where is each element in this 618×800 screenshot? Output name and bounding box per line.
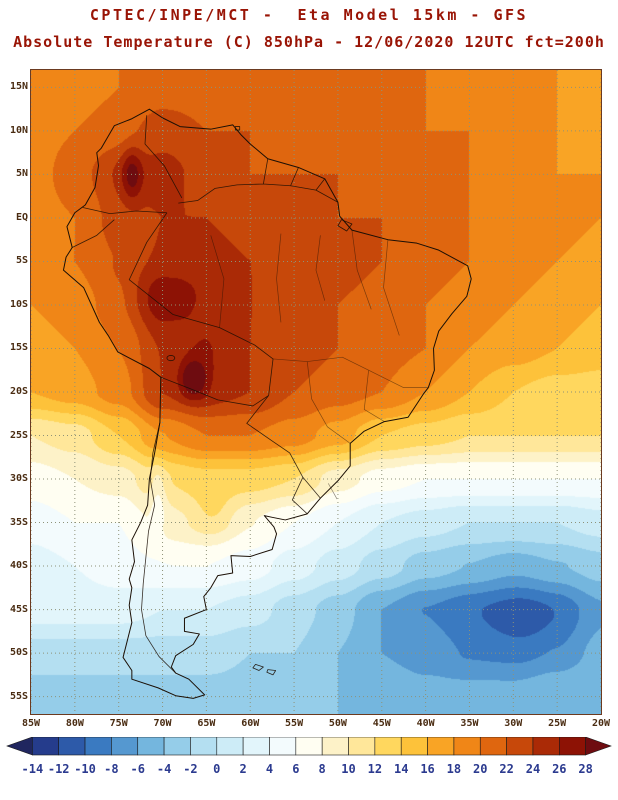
lon-tick-label: 65W: [197, 718, 216, 729]
lat-tick-label: 55S: [9, 690, 28, 702]
colorbar-tick-label: -4: [157, 762, 171, 776]
colorbar-segment: [559, 737, 586, 756]
colorbar-segment: [532, 737, 560, 756]
colorbar-tick-label: 22: [499, 762, 513, 776]
lon-tick-label: 45W: [372, 718, 391, 729]
colorbar-tick-label: -8: [104, 762, 118, 776]
lat-tick-label: 10S: [9, 298, 28, 310]
colorbar-tick-label: 24: [526, 762, 540, 776]
lon-tick-label: 35W: [460, 718, 479, 729]
colorbar-tick-label: 4: [266, 762, 273, 776]
colorbar-segment: [506, 737, 534, 756]
lat-tick-label: 40S: [9, 560, 28, 572]
lat-tick-label: 30S: [9, 473, 28, 485]
islands: [167, 127, 352, 675]
lon-tick-label: 60W: [241, 718, 260, 729]
colorbar-tick-label: 26: [552, 762, 566, 776]
lat-tick-label: 35S: [9, 516, 28, 528]
colorbar-segment: [190, 737, 218, 756]
lat-tick-label: 5N: [15, 168, 28, 180]
colorbar-tick-label: 6: [292, 762, 299, 776]
colorbar-tick-label: 14: [394, 762, 408, 776]
colorbar-tick-label: -10: [74, 762, 96, 776]
lon-tick-label: 75W: [109, 718, 128, 729]
colorbar-tick-label: 20: [473, 762, 487, 776]
colorbar-segment: [137, 737, 165, 756]
graticule-svg: [31, 70, 601, 714]
colorbar-tick-label: -12: [48, 762, 70, 776]
lon-tick-label: 85W: [21, 718, 41, 729]
colorbar-tick-label: 2: [240, 762, 247, 776]
colorbar-segment: [58, 737, 86, 756]
colorbar-segment: [269, 737, 297, 756]
colorbar-segment: [6, 737, 33, 756]
colorbar-tick-label: 16: [420, 762, 434, 776]
colorbar-segment: [427, 737, 455, 756]
chart-title-line1: CPTEC/INPE/MCT - Eta Model 15km - GFS: [89, 6, 529, 24]
state-borders: [211, 230, 428, 499]
colorbar-tick-label: -14: [22, 762, 44, 776]
colorbar-segment: [295, 737, 323, 756]
lat-tick-label: 5S: [15, 255, 28, 267]
colorbar-segment: [348, 737, 376, 756]
colorbar-segment: [585, 737, 612, 756]
country-borders: [72, 115, 338, 673]
colorbar-tick-label: 10: [341, 762, 355, 776]
colorbar-segment: [374, 737, 402, 756]
colorbar-tick-label: -6: [131, 762, 145, 776]
chart-header: CPTEC/INPE/MCT - Eta Model 15km - GFS Ab…: [0, 6, 618, 51]
lat-tick-label: 50S: [9, 647, 28, 659]
lat-tick-label: 25S: [9, 429, 28, 441]
colorbar-tick-label: 18: [447, 762, 461, 776]
lat-tick-label: 45S: [9, 603, 28, 615]
lon-tick-label: 80W: [65, 718, 84, 729]
colorbar-segment: [242, 737, 270, 756]
colorbar-segment: [32, 737, 59, 756]
colorbar-tick-label: 0: [213, 762, 220, 776]
colorbar-segment: [216, 737, 244, 756]
lat-tick-label: 15N: [9, 81, 28, 93]
colorbar-tick-label: 8: [319, 762, 326, 776]
map-plot: [31, 70, 601, 714]
south-america-coastline: [63, 109, 471, 698]
colorbar-segment: [453, 737, 481, 756]
lon-tick-label: 30W: [504, 718, 523, 729]
colorbar: -14 -12 -10 -8 -6 -4 -2 0 2 4 6 8 10 12 14 16 18 20 22 24 26…: [6, 737, 612, 781]
lon-tick-label: 20W: [591, 718, 611, 729]
colorbar-segment: [84, 737, 112, 756]
lon-tick-label: 55W: [285, 718, 304, 729]
lon-tick-label: 25W: [548, 718, 567, 729]
lat-tick-label: 15S: [9, 342, 28, 354]
colorbar-tick-label: 12: [368, 762, 382, 776]
colorbar-segment: [479, 737, 507, 756]
colorbar-segment: [321, 737, 349, 756]
colorbar-tick-label: 28: [578, 762, 592, 776]
lat-tick-label: 10N: [9, 124, 28, 136]
lon-tick-label: 70W: [153, 718, 172, 729]
lon-tick-label: 40W: [416, 718, 435, 729]
colorbar-segment: [400, 737, 428, 756]
lon-tick-label: 50W: [328, 718, 347, 729]
colorbar-tick-label: -2: [183, 762, 197, 776]
colorbar-segment: [111, 737, 139, 756]
colorbar-segment: [163, 737, 191, 756]
lat-tick-label: 20S: [9, 386, 28, 397]
lat-tick-label: EQ: [15, 211, 28, 223]
colorbar-svg: -14 -12 -10 -8 -6 -4 -2 0 2 4 6 8 10 12 14 16 18 20 22 24 26…: [6, 737, 612, 776]
chart-title-line2: Absolute Temperature (C) 850hPa - 12/06/…: [13, 33, 605, 51]
coastline-svg: [31, 70, 601, 714]
